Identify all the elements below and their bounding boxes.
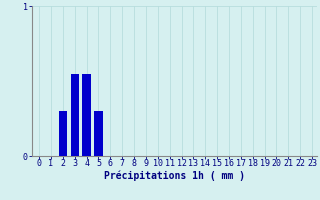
Bar [71,73,79,156]
Bar [59,111,67,156]
Bar [83,73,91,156]
X-axis label: Précipitations 1h ( mm ): Précipitations 1h ( mm ) [104,171,245,181]
Bar [94,111,103,156]
